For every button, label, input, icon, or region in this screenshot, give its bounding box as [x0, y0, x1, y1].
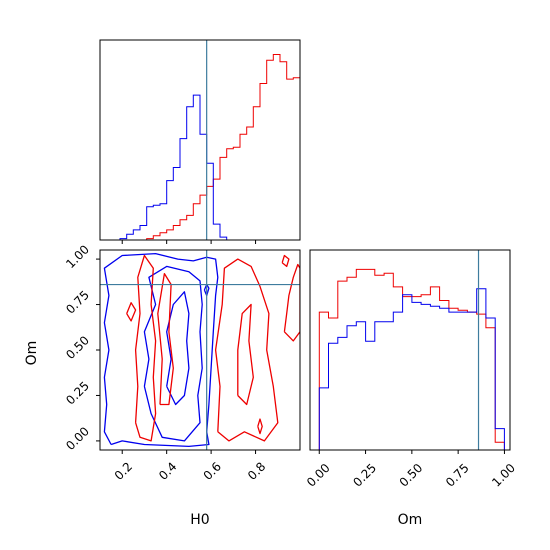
scatter-ytick-label-1: 0.25: [63, 379, 92, 408]
om-hist-xtick-label-3: 0.75: [443, 461, 472, 490]
om-hist-blue: [310, 288, 510, 451]
h0-histogram-panel: [99, 39, 301, 244]
om-hist-xtick-label-4: 1.00: [489, 461, 518, 490]
x-axis-label-h0: H0: [190, 512, 209, 528]
contour-red-8: [237, 303, 254, 406]
om-hist-xtick-label-1: 0.25: [350, 461, 379, 490]
contour-blue-1: [143, 265, 203, 442]
h0-hist-blue: [100, 94, 300, 241]
scatter-ytick-label-3: 0.75: [63, 288, 92, 317]
om-hist-xtick-label-0: 0.00: [304, 461, 333, 490]
om-hist-xtick-label-2: 0.50: [397, 461, 426, 490]
scatter-ytick-label-4: 1.00: [63, 242, 92, 271]
om-hist-frame: [309, 249, 511, 451]
scatter-xtick-label-0: 0.2: [112, 459, 135, 482]
scatter-ytick-label-2: 0.50: [63, 333, 92, 362]
contour-red-6: [157, 272, 174, 406]
contour-group: [103, 252, 300, 448]
y-axis-label-om: Om: [24, 341, 40, 366]
contour-blue-3: [203, 283, 210, 297]
contour-red-7: [214, 258, 279, 442]
scatter-xtick-label-1: 0.4: [156, 459, 179, 482]
scatter-xtick-label-2: 0.6: [201, 459, 224, 482]
contour-blue-2: [166, 291, 190, 406]
contour-red-11: [281, 254, 290, 268]
scatter-ytick-label-0: 0.00: [63, 424, 92, 453]
h0-hist-red: [100, 54, 300, 241]
h0-hist-frame: [99, 39, 301, 241]
contour-red-5: [134, 254, 157, 442]
om-histogram-panel: 0.00 0.25 0.50 0.75 1.00: [304, 249, 518, 490]
contour-red-9: [257, 418, 263, 435]
h0-om-contour-panel: 0.2 0.4 0.6 0.8 0.00 0.25 0.50 0.75 1.00: [63, 242, 301, 483]
scatter-xtick-label-3: 0.8: [245, 459, 268, 482]
contour-red-4: [126, 302, 137, 322]
x-axis-label-om: Om: [398, 512, 423, 528]
contour-red-10: [283, 263, 300, 342]
om-hist-red: [310, 268, 510, 451]
